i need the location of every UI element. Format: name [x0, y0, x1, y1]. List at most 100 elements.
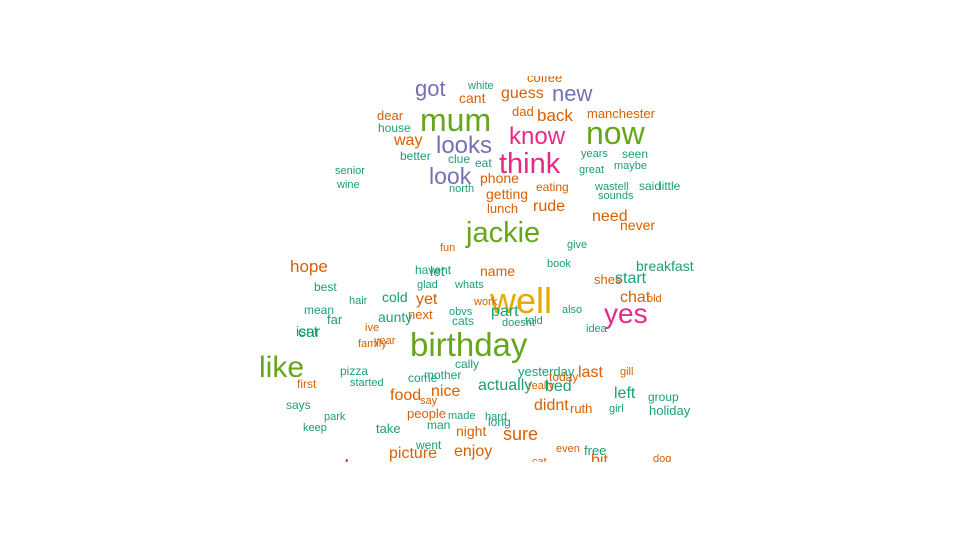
word-think: think	[499, 148, 561, 180]
word-book: book	[547, 258, 571, 270]
word-make: make	[360, 105, 375, 137]
word-north: north	[449, 183, 474, 195]
word-course: course	[354, 423, 370, 465]
word-rude: rude	[533, 198, 565, 215]
word-tree: tree	[395, 338, 411, 362]
word-new: new	[552, 81, 592, 106]
word-little: little	[659, 179, 681, 193]
word-ruth: ruth	[570, 401, 592, 416]
word-sounds: sounds	[598, 190, 634, 202]
word-said: said	[639, 179, 661, 193]
word-say: say	[420, 395, 438, 407]
word-big: big	[397, 269, 412, 286]
word-havent: havent	[415, 263, 452, 277]
word-just: just	[639, 198, 706, 294]
word-first: first	[297, 377, 317, 391]
word-hard: hard	[485, 411, 507, 423]
word-years: years	[581, 148, 608, 160]
word-bit: bit	[591, 452, 608, 469]
word-one: one	[290, 100, 337, 170]
word-like: like	[259, 351, 304, 384]
word-mean: mean	[304, 303, 334, 317]
word-family: family	[358, 338, 387, 350]
word-also: also	[562, 304, 582, 316]
word-bed: bed	[545, 378, 572, 395]
word-going: going	[240, 208, 265, 262]
word-breakfast: breakfast	[636, 258, 694, 274]
word-doesnt: doesnt	[502, 317, 535, 329]
word-glad: glad	[417, 279, 438, 291]
word-can: can	[660, 128, 692, 175]
word-know: know	[509, 123, 566, 150]
word-find: find	[345, 411, 359, 430]
word-isnt: isnt	[296, 323, 318, 339]
word-come: come	[408, 371, 438, 385]
word-tell: tell	[280, 282, 292, 296]
word-whats: whats	[454, 279, 484, 291]
word-picture: picture	[389, 445, 437, 462]
word-mother: mother	[424, 368, 461, 382]
word-maybe: maybe	[614, 160, 647, 172]
word-chat: chat	[620, 289, 651, 306]
word-dad: dad	[512, 104, 534, 119]
word-birthday: birthday	[410, 326, 528, 363]
word-gill: gill	[620, 366, 633, 378]
word-group: group	[648, 390, 679, 404]
word-aunty: aunty	[378, 309, 412, 325]
word-cally: cally	[455, 357, 479, 371]
word-trying: trying	[364, 257, 376, 284]
word-ive: ive	[365, 322, 379, 334]
word-year: year	[374, 335, 396, 347]
word-see: see	[256, 186, 288, 233]
word-man: man	[427, 418, 450, 432]
word-way: way	[393, 132, 422, 149]
word-jackie: jackie	[465, 217, 540, 249]
word-give: give	[567, 239, 587, 251]
word-even: even	[556, 443, 580, 455]
word-anyone: anyone	[404, 221, 418, 261]
word-thank: thank	[335, 112, 357, 162]
word-part: part	[491, 303, 519, 320]
word-weve: weve	[346, 270, 358, 297]
word-far: far	[327, 312, 343, 327]
word-food: food	[390, 387, 421, 404]
word-sure: sure	[503, 424, 538, 444]
word-cats: cats	[452, 314, 474, 328]
word-next: next	[408, 307, 433, 322]
word-vicky: vicky	[309, 190, 341, 255]
word-back: back	[537, 106, 573, 125]
word-cant: cant	[459, 90, 486, 106]
word-day: day	[394, 73, 416, 105]
word-good: good	[249, 277, 281, 342]
word-guess: guess	[501, 85, 544, 102]
word-cold: cold	[382, 289, 408, 305]
word-manchester: manchester	[587, 106, 656, 121]
word-need: need	[592, 208, 628, 225]
word-dog: dog	[653, 453, 671, 465]
word-meant: meant	[361, 131, 373, 162]
word-mum: mum	[420, 102, 491, 138]
word-getting: getting	[486, 186, 528, 202]
word-fun: fun	[440, 242, 455, 254]
word-better: better	[400, 149, 431, 163]
word-thats: thats	[419, 202, 442, 248]
word-made: made	[448, 410, 476, 422]
word-seen: seen	[622, 147, 648, 161]
word-clue: clue	[448, 152, 470, 166]
word-free: free	[584, 443, 606, 458]
word-working: working	[576, 391, 593, 447]
word-well: well	[489, 280, 552, 321]
word-actually: actually	[478, 377, 532, 394]
word-car: car	[298, 324, 321, 341]
word-went: went	[415, 438, 442, 452]
word-let: let	[430, 263, 445, 279]
word-please: please	[377, 182, 389, 214]
word-david: david	[397, 163, 423, 218]
word-left: left	[614, 385, 636, 402]
word-never: never	[620, 217, 655, 233]
word-night: night	[456, 423, 486, 439]
word-will: will	[375, 237, 402, 271]
word-enjoy: enjoy	[454, 443, 492, 460]
word-says: says	[286, 398, 311, 412]
